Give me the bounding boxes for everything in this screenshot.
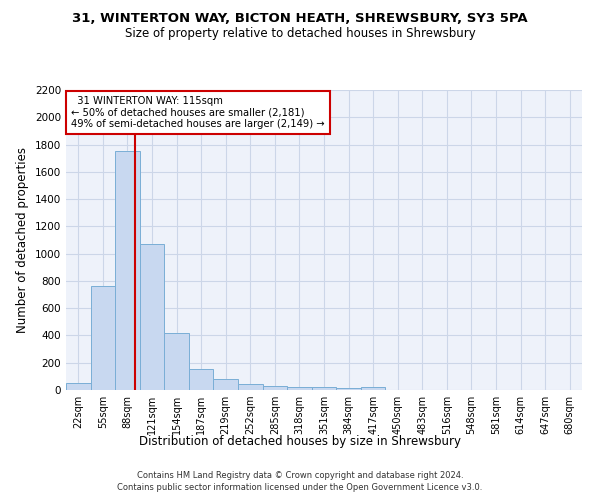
Bar xyxy=(361,388,385,390)
Bar xyxy=(164,334,189,390)
Bar xyxy=(238,384,263,390)
Bar xyxy=(140,244,164,390)
Text: 31 WINTERTON WAY: 115sqm
← 50% of detached houses are smaller (2,181)
49% of sem: 31 WINTERTON WAY: 115sqm ← 50% of detach… xyxy=(71,96,325,129)
Bar xyxy=(91,286,115,390)
Bar xyxy=(263,386,287,390)
Bar xyxy=(214,379,238,390)
Text: Size of property relative to detached houses in Shrewsbury: Size of property relative to detached ho… xyxy=(125,28,475,40)
Bar xyxy=(287,388,312,390)
Bar xyxy=(66,382,91,390)
Bar xyxy=(189,369,214,390)
Bar xyxy=(115,152,140,390)
Text: Distribution of detached houses by size in Shrewsbury: Distribution of detached houses by size … xyxy=(139,435,461,448)
Y-axis label: Number of detached properties: Number of detached properties xyxy=(16,147,29,333)
Bar xyxy=(312,388,336,390)
Text: Contains public sector information licensed under the Open Government Licence v3: Contains public sector information licen… xyxy=(118,484,482,492)
Bar xyxy=(336,388,361,390)
Text: 31, WINTERTON WAY, BICTON HEATH, SHREWSBURY, SY3 5PA: 31, WINTERTON WAY, BICTON HEATH, SHREWSB… xyxy=(72,12,528,26)
Text: Contains HM Land Registry data © Crown copyright and database right 2024.: Contains HM Land Registry data © Crown c… xyxy=(137,471,463,480)
